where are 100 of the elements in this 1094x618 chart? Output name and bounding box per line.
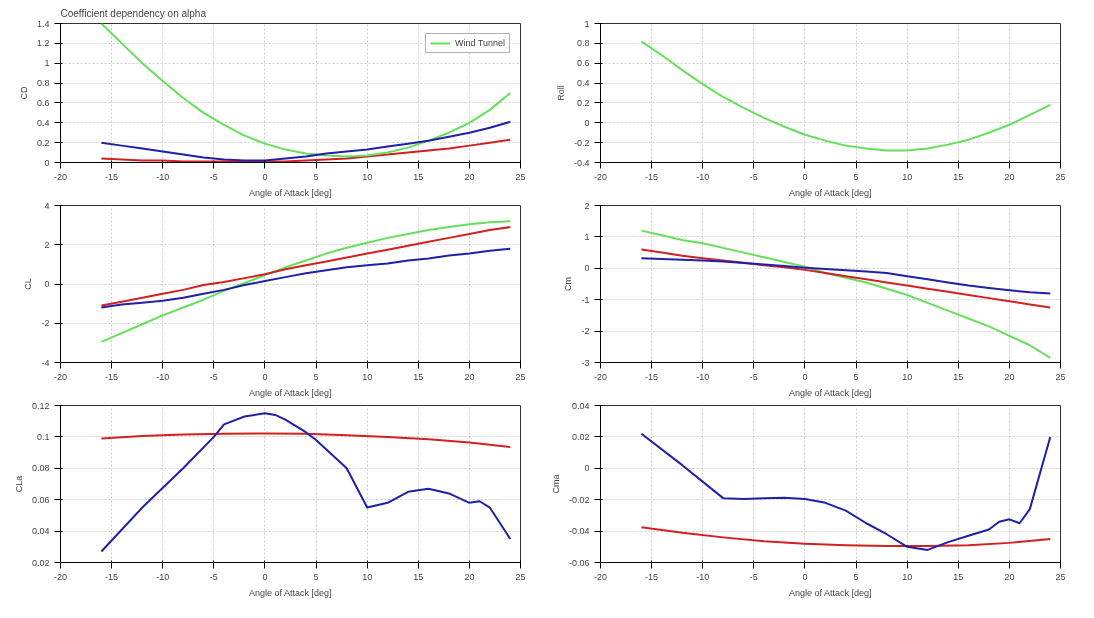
y-tick-label: 0.4 — [576, 78, 590, 89]
line-series — [100, 412, 512, 553]
x-tick-label: 10 — [902, 571, 913, 582]
y-tick-label: -1 — [581, 294, 590, 305]
x-tick-label: 5 — [313, 371, 319, 382]
y-tick-label: -0.4 — [573, 157, 590, 168]
y-tick-label: 0.2 — [36, 137, 50, 148]
line-series — [100, 432, 512, 449]
y-axis-title: CL — [23, 278, 34, 290]
x-tick-label: 0 — [802, 571, 808, 582]
x-tick-label: 15 — [953, 171, 964, 182]
x-tick-label: 20 — [464, 571, 475, 582]
x-tick-label: 5 — [853, 571, 859, 582]
x-tick-label: 10 — [362, 371, 373, 382]
x-tick-label: 15 — [413, 371, 424, 382]
legend-label: Wind Tunnel — [454, 38, 505, 48]
y-tick-label: 0.02 — [31, 557, 50, 568]
line-series — [100, 23, 512, 158]
x-tick-label: -15 — [645, 171, 659, 182]
y-tick-label: 1.4 — [36, 18, 50, 29]
y-tick-label: -2 — [581, 326, 590, 337]
x-tick-label: -10 — [156, 371, 170, 382]
x-axis-title: Angle of Attack [deg] — [248, 587, 332, 598]
x-tick-label: 25 — [1055, 171, 1066, 182]
x-axis-title: Angle of Attack [deg] — [248, 387, 332, 398]
x-tick-label: -15 — [105, 171, 119, 182]
x-tick-label: -5 — [749, 571, 758, 582]
y-axis-title: Cma — [550, 474, 561, 494]
x-tick-label: 15 — [413, 171, 424, 182]
line-series — [100, 247, 512, 309]
y-tick-label: 2 — [584, 200, 590, 211]
x-axis-title: Angle of Attack [deg] — [788, 187, 872, 198]
x-tick-label: 20 — [464, 371, 475, 382]
x-tick-label: 0 — [262, 371, 268, 382]
x-tick-label: 5 — [313, 171, 319, 182]
line-series — [640, 432, 1052, 551]
y-tick-label: 0.12 — [31, 400, 50, 411]
line-series — [100, 220, 512, 343]
y-tick-label: 0 — [584, 263, 590, 274]
x-tick-label: 0 — [262, 171, 268, 182]
x-tick-label: -10 — [156, 171, 170, 182]
y-tick-label: 0.6 — [576, 58, 590, 69]
line-series — [640, 40, 1052, 152]
y-tick-label: 4 — [44, 200, 50, 211]
line-series — [640, 526, 1052, 548]
x-tick-label: 20 — [1004, 171, 1015, 182]
y-tick-label: 0.04 — [571, 400, 590, 411]
y-tick-label: 1 — [584, 18, 590, 29]
y-tick-label: 0.8 — [36, 78, 50, 89]
chart-title: Coefficient dependency on alpha — [60, 7, 207, 19]
x-axis-title: Angle of Attack [deg] — [788, 387, 872, 398]
x-tick-label: -5 — [209, 371, 218, 382]
y-tick-label: 2 — [44, 239, 50, 250]
x-tick-label: -5 — [749, 171, 758, 182]
y-tick-label: -3 — [581, 357, 590, 368]
y-tick-label: -2 — [41, 318, 50, 329]
line-series — [640, 248, 1052, 309]
x-tick-label: 5 — [313, 571, 319, 582]
y-tick-label: -0.06 — [568, 557, 590, 568]
x-tick-label: 0 — [802, 371, 808, 382]
line-series — [640, 229, 1052, 359]
y-tick-label: 0.02 — [571, 431, 590, 442]
y-tick-label: -0.2 — [573, 137, 590, 148]
y-tick-label: 0.4 — [36, 117, 50, 128]
x-tick-label: 0 — [262, 571, 268, 582]
y-tick-label: 0.2 — [576, 97, 590, 108]
x-tick-label: -15 — [645, 571, 659, 582]
y-axis-title: CD — [18, 86, 29, 100]
x-tick-label: -10 — [156, 571, 170, 582]
y-axis-title: CLa — [13, 475, 24, 493]
y-tick-label: 0.04 — [31, 526, 50, 537]
x-tick-label: 25 — [1055, 371, 1066, 382]
x-tick-label: -10 — [696, 171, 710, 182]
y-tick-label: 0.08 — [31, 463, 50, 474]
y-axis-title: Cm — [563, 277, 574, 291]
y-tick-label: 1 — [584, 231, 590, 242]
x-tick-label: -10 — [696, 571, 710, 582]
x-tick-label: -15 — [645, 371, 659, 382]
x-tick-label: 0 — [802, 171, 808, 182]
x-tick-label: -20 — [54, 571, 68, 582]
x-tick-label: 25 — [515, 171, 526, 182]
x-tick-label: 10 — [362, 171, 373, 182]
y-axis-title: Roll — [555, 85, 566, 101]
x-tick-label: 15 — [953, 571, 964, 582]
x-axis-title: Angle of Attack [deg] — [788, 587, 872, 598]
y-tick-label: 0 — [44, 157, 50, 168]
y-tick-label: 0 — [44, 279, 50, 289]
line-series — [100, 226, 512, 307]
y-tick-label: 1 — [44, 58, 50, 69]
x-tick-label: -20 — [594, 371, 608, 382]
x-tick-label: 25 — [515, 371, 526, 382]
y-tick-label: 0.1 — [36, 431, 50, 442]
x-tick-label: 20 — [464, 171, 475, 182]
y-tick-label: 0.6 — [36, 97, 50, 108]
x-tick-label: 10 — [902, 371, 913, 382]
y-tick-label: 0.8 — [576, 38, 590, 49]
x-tick-label: -5 — [209, 571, 218, 582]
x-tick-label: 20 — [1004, 371, 1015, 382]
line-series — [100, 120, 512, 162]
x-tick-label: 10 — [362, 571, 373, 582]
